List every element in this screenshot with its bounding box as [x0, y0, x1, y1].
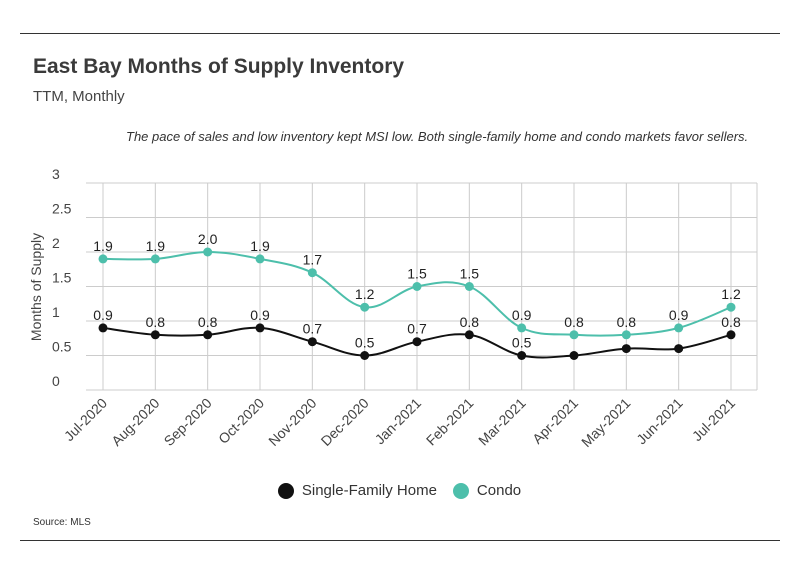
- data-point-single-family: [569, 351, 579, 360]
- line-chart: 0 0.5 1 1.5 2 2.5 3 Months of Supply Jul-2020Aug…: [28, 166, 758, 450]
- data-point-condo: [621, 330, 631, 340]
- data-label-condo: 1.9: [93, 238, 113, 254]
- y-tick-label: 1: [52, 304, 60, 320]
- y-axis-title: Months of Supply: [28, 233, 44, 341]
- data-label-condo: 1.2: [355, 286, 375, 302]
- data-label-single-family: 0.5: [512, 335, 532, 351]
- data-point-condo: [307, 268, 317, 278]
- data-label-single-family: 0.8: [721, 314, 741, 330]
- bottom-rule: [20, 540, 780, 541]
- data-point-single-family: [255, 323, 265, 333]
- y-tick-label: 2.5: [52, 201, 72, 217]
- x-tick-label: Sep-2020: [161, 395, 215, 449]
- y-tick-label: 1.5: [52, 270, 72, 286]
- data-point-condo: [150, 254, 160, 264]
- legend-item-condo: Condo: [452, 482, 522, 499]
- x-tick-label: Jun-2021: [633, 395, 686, 448]
- data-point-single-family: [517, 351, 527, 360]
- data-label-condo: 1.5: [407, 266, 427, 282]
- x-tick-label: Oct-2020: [215, 395, 267, 447]
- data-label-single-family: 0.8: [146, 314, 166, 330]
- y-tick-label: 3: [52, 166, 60, 182]
- data-label-condo: 1.5: [460, 266, 480, 282]
- legend-label-condo: Condo: [476, 482, 522, 499]
- data-point-single-family: [203, 330, 213, 340]
- data-point-single-family: [307, 337, 317, 347]
- data-label-condo: 1.7: [303, 252, 323, 268]
- data-label-single-family: 0.9: [93, 307, 113, 323]
- data-point-single-family: [464, 330, 474, 340]
- data-point-condo: [726, 302, 736, 312]
- data-point-condo: [360, 302, 370, 312]
- data-label-single-family: 0.7: [303, 321, 323, 337]
- data-point-condo: [412, 282, 422, 291]
- legend-item-single-family: Single-Family Home: [277, 482, 437, 499]
- data-point-single-family: [412, 337, 422, 347]
- data-label-condo: 0.8: [564, 314, 584, 330]
- data-label-condo: 1.9: [146, 238, 166, 254]
- y-tick-label: 0.5: [52, 339, 72, 355]
- data-label-single-family: 0.7: [407, 321, 427, 337]
- data-label-condo: 0.8: [617, 314, 637, 330]
- data-point-single-family: [726, 330, 736, 340]
- data-label-single-family: 0.8: [198, 314, 218, 330]
- data-point-single-family: [98, 323, 108, 333]
- data-point-condo: [203, 247, 213, 257]
- x-tick-label: Jul-2020: [61, 395, 110, 444]
- chart-legend: Single-Family Home Condo: [0, 482, 799, 499]
- data-label-single-family: 0.5: [355, 335, 375, 351]
- data-label-single-family: 0.8: [460, 314, 480, 330]
- data-point-single-family: [150, 330, 160, 340]
- chart-note: The pace of sales and low inventory kept…: [126, 129, 749, 144]
- data-point-condo: [464, 282, 474, 291]
- data-label-condo: 0.9: [669, 307, 689, 323]
- data-label-condo: 1.2: [721, 286, 741, 302]
- data-point-condo: [674, 323, 684, 333]
- legend-dot-single-family: [277, 482, 294, 499]
- x-tick-label: Apr-2021: [529, 395, 581, 447]
- chart-subtitle: TTM, Monthly: [33, 88, 125, 105]
- x-tick-label: Jan-2021: [372, 395, 425, 448]
- data-point-single-family: [360, 351, 370, 360]
- data-label-condo: 2.0: [198, 231, 218, 247]
- x-tick-label: Feb-2021: [423, 395, 477, 449]
- chart-title: East Bay Months of Supply Inventory: [33, 55, 405, 78]
- data-point-condo: [517, 323, 527, 333]
- x-tick-label: Jul-2021: [689, 395, 738, 444]
- data-label-condo: 1.9: [250, 238, 270, 254]
- x-tick-label: May-2021: [578, 395, 633, 450]
- data-label-condo: 0.9: [512, 307, 532, 323]
- data-point-condo: [98, 254, 108, 264]
- x-tick-label: Dec-2020: [318, 395, 372, 449]
- y-tick-label: 2: [52, 235, 60, 251]
- legend-label-single-family: Single-Family Home: [301, 482, 437, 499]
- data-label-single-family: 0.9: [250, 307, 270, 323]
- data-point-condo: [255, 254, 265, 264]
- x-tick-label: Aug-2020: [108, 395, 162, 449]
- x-tick-label: Nov-2020: [265, 395, 319, 449]
- data-point-single-family: [621, 344, 631, 354]
- data-point-condo: [569, 330, 579, 340]
- data-point-single-family: [674, 344, 684, 354]
- legend-dot-condo: [452, 482, 469, 499]
- y-tick-label: 0: [52, 373, 60, 389]
- source-note: Source: MLS: [33, 517, 91, 528]
- x-tick-label: Mar-2021: [475, 395, 529, 449]
- top-rule: [20, 33, 780, 34]
